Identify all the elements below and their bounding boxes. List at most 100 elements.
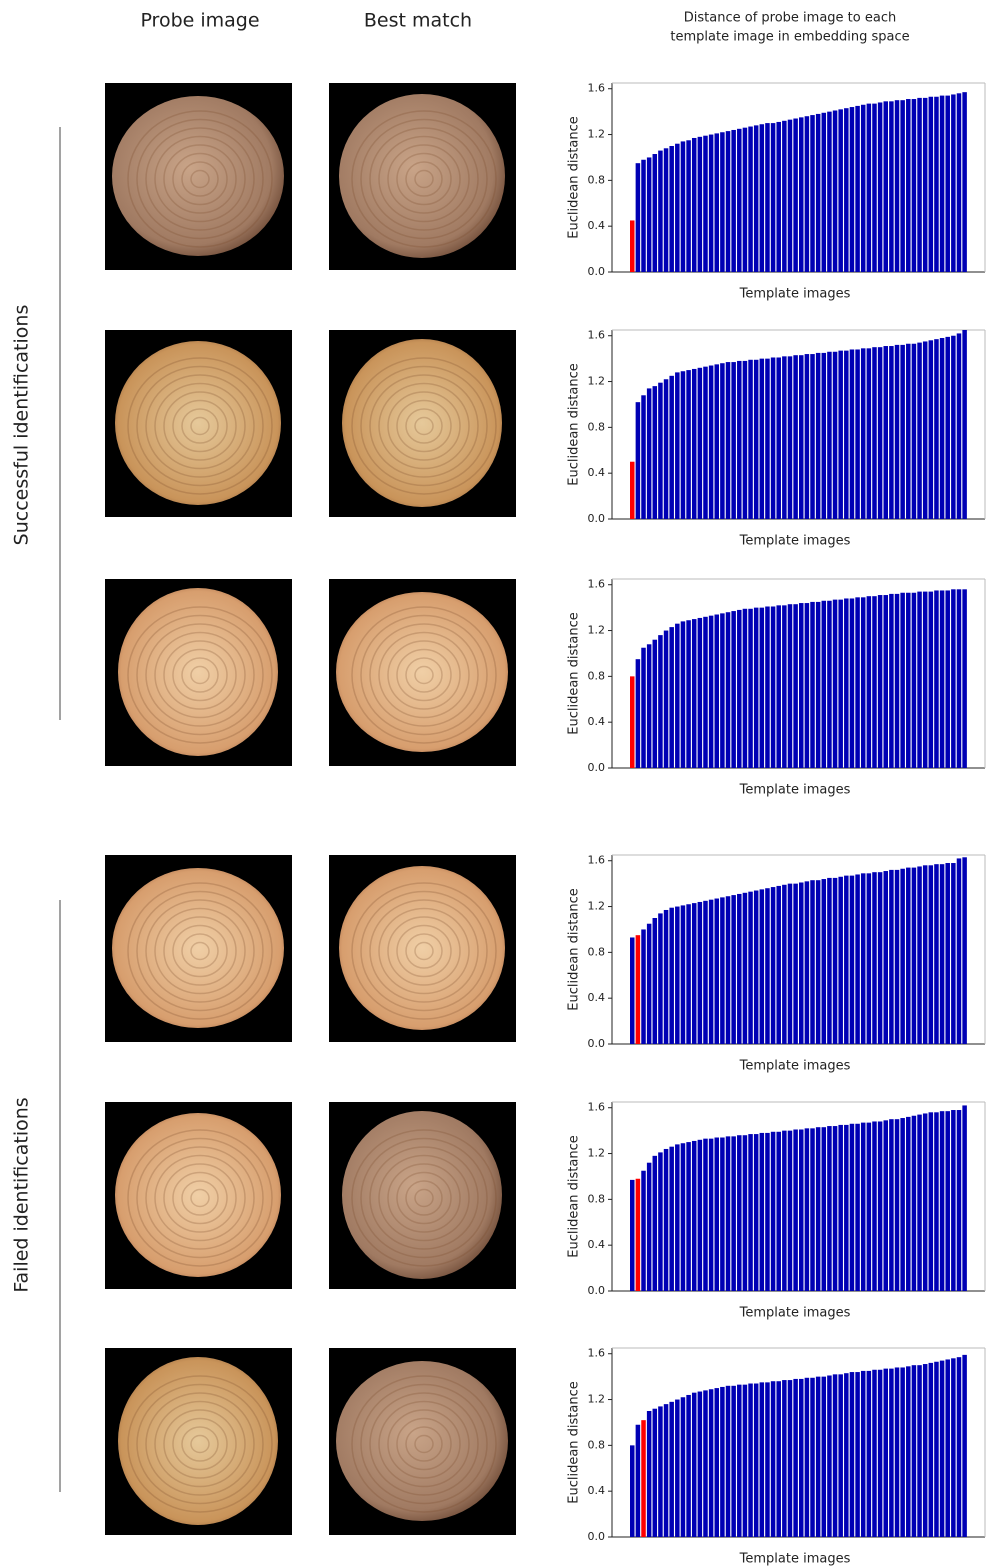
bar (765, 359, 770, 519)
y-tick-label: 0.8 (588, 669, 606, 682)
y-tick-label: 0.8 (588, 1438, 606, 1451)
bar (748, 1384, 753, 1537)
bar (788, 1131, 793, 1291)
bar (917, 592, 922, 768)
bar (686, 620, 691, 768)
bar (743, 1135, 748, 1291)
bar (748, 892, 753, 1044)
figure: Probe image Best match Distance of probe… (0, 0, 989, 1568)
bar (641, 395, 646, 519)
bar (906, 1366, 911, 1537)
bar (799, 1129, 804, 1291)
bar (850, 1124, 855, 1291)
bar (827, 352, 832, 519)
y-tick-label: 0.8 (588, 1192, 606, 1205)
bar (776, 1381, 781, 1537)
bar (838, 1125, 843, 1291)
bar (822, 879, 827, 1044)
bar (681, 371, 686, 519)
y-tick-label: 0.4 (588, 466, 606, 479)
bar (884, 346, 889, 519)
bar (743, 128, 748, 272)
bar (855, 874, 860, 1044)
bar (884, 1369, 889, 1537)
bar (636, 1425, 641, 1537)
y-tick-label: 0.0 (588, 1530, 606, 1543)
bar (833, 600, 838, 768)
bar (793, 1129, 798, 1291)
wood-slice (339, 866, 505, 1030)
bar (923, 341, 928, 519)
bar (934, 97, 939, 272)
bar (805, 116, 810, 272)
bar (669, 146, 674, 272)
bar (776, 122, 781, 272)
bar (855, 1372, 860, 1537)
bar (951, 589, 956, 768)
bar (743, 609, 748, 768)
bar (776, 1132, 781, 1291)
bar (726, 131, 731, 272)
bar (872, 872, 877, 1044)
bar (681, 621, 686, 768)
group-label: Successful identifications (11, 305, 33, 546)
bar (850, 107, 855, 272)
x-axis-label: Template images (739, 1059, 851, 1074)
bar (827, 1375, 832, 1537)
bar (636, 163, 641, 272)
bar (906, 344, 911, 519)
bar (844, 1125, 849, 1291)
bar (951, 336, 956, 519)
bar (934, 339, 939, 519)
bar (653, 918, 658, 1044)
bar (698, 368, 703, 519)
bar (861, 873, 866, 1044)
bar (799, 603, 804, 768)
bar (850, 1372, 855, 1537)
bar (861, 348, 866, 519)
bar (748, 1134, 753, 1291)
bar (726, 1136, 731, 1291)
bar (805, 1378, 810, 1537)
bar (833, 352, 838, 519)
bar (867, 104, 872, 272)
bar (799, 1379, 804, 1537)
bar (754, 360, 759, 519)
bar (731, 895, 736, 1044)
bar (917, 866, 922, 1044)
bar (788, 356, 793, 519)
bar (675, 1144, 680, 1291)
y-tick-label: 1.2 (588, 900, 606, 913)
bar (630, 220, 635, 272)
bar (878, 872, 883, 1044)
x-axis-label: Template images (739, 1306, 851, 1321)
bar (731, 362, 736, 519)
y-tick-label: 0.8 (588, 945, 606, 958)
bar (844, 598, 849, 768)
bar (653, 386, 658, 519)
bar (765, 888, 770, 1044)
bar (872, 1370, 877, 1537)
bar (743, 893, 748, 1044)
bar (957, 333, 962, 519)
bar (844, 876, 849, 1044)
bar (669, 627, 674, 768)
bar (788, 120, 793, 272)
bar (867, 1123, 872, 1291)
bar (878, 102, 883, 272)
bar (793, 884, 798, 1044)
bar (703, 617, 708, 768)
bar (737, 129, 742, 272)
bar (923, 98, 928, 272)
bar (838, 877, 843, 1044)
bar (878, 1370, 883, 1537)
bar (675, 372, 680, 519)
bar (805, 1128, 810, 1291)
bar (647, 157, 652, 272)
bar (816, 114, 821, 272)
bar (776, 605, 781, 768)
bar (940, 96, 945, 272)
bar (929, 1363, 934, 1537)
bar (743, 1385, 748, 1537)
y-tick-label: 0.4 (588, 715, 606, 728)
